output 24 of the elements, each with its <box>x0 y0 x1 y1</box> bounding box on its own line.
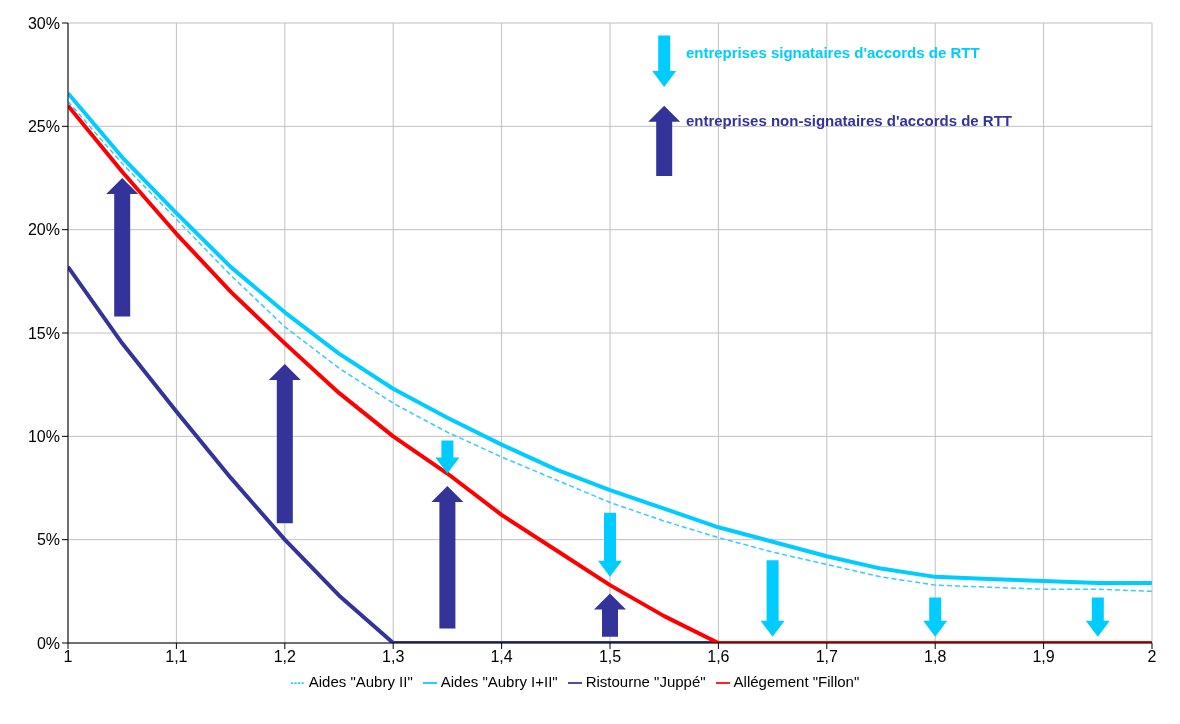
y-tick-label: 20% <box>27 221 60 239</box>
y-tick-label: 5% <box>36 531 60 549</box>
legend-label: Ristourne "Juppé" <box>585 673 706 690</box>
annotation: entreprises non-signataires d'accords de RTT <box>685 112 1013 130</box>
y-tick-label: 30% <box>27 14 60 32</box>
y-tick-label: 25% <box>27 118 60 136</box>
legend-label: Allégement "Fillon" <box>733 673 860 690</box>
x-tick-label: 1 <box>63 648 73 666</box>
x-tick-label: 1,9 <box>1032 648 1055 666</box>
x-tick-label: 1,7 <box>815 648 839 666</box>
legend-label: Aides "Aubry II" <box>308 673 413 690</box>
x-tick-label: 1,8 <box>924 648 947 666</box>
x-tick-label: 1,2 <box>273 648 297 666</box>
x-tick-label: 2 <box>1147 648 1157 666</box>
x-tick-label: 1,6 <box>707 648 730 666</box>
y-tick-label: 15% <box>27 324 60 342</box>
x-tick-label: 1,1 <box>165 648 188 666</box>
annotation: entreprises signataires d'accords de RTT <box>685 44 980 61</box>
y-tick-label: 10% <box>27 428 60 446</box>
x-tick-label: 1,5 <box>598 648 622 666</box>
legend-label: Aides "Aubry I+II" <box>440 673 558 690</box>
y-tick-label: 0% <box>36 634 60 652</box>
x-tick-label: 1,3 <box>382 648 405 666</box>
x-tick-label: 1,4 <box>490 648 513 666</box>
